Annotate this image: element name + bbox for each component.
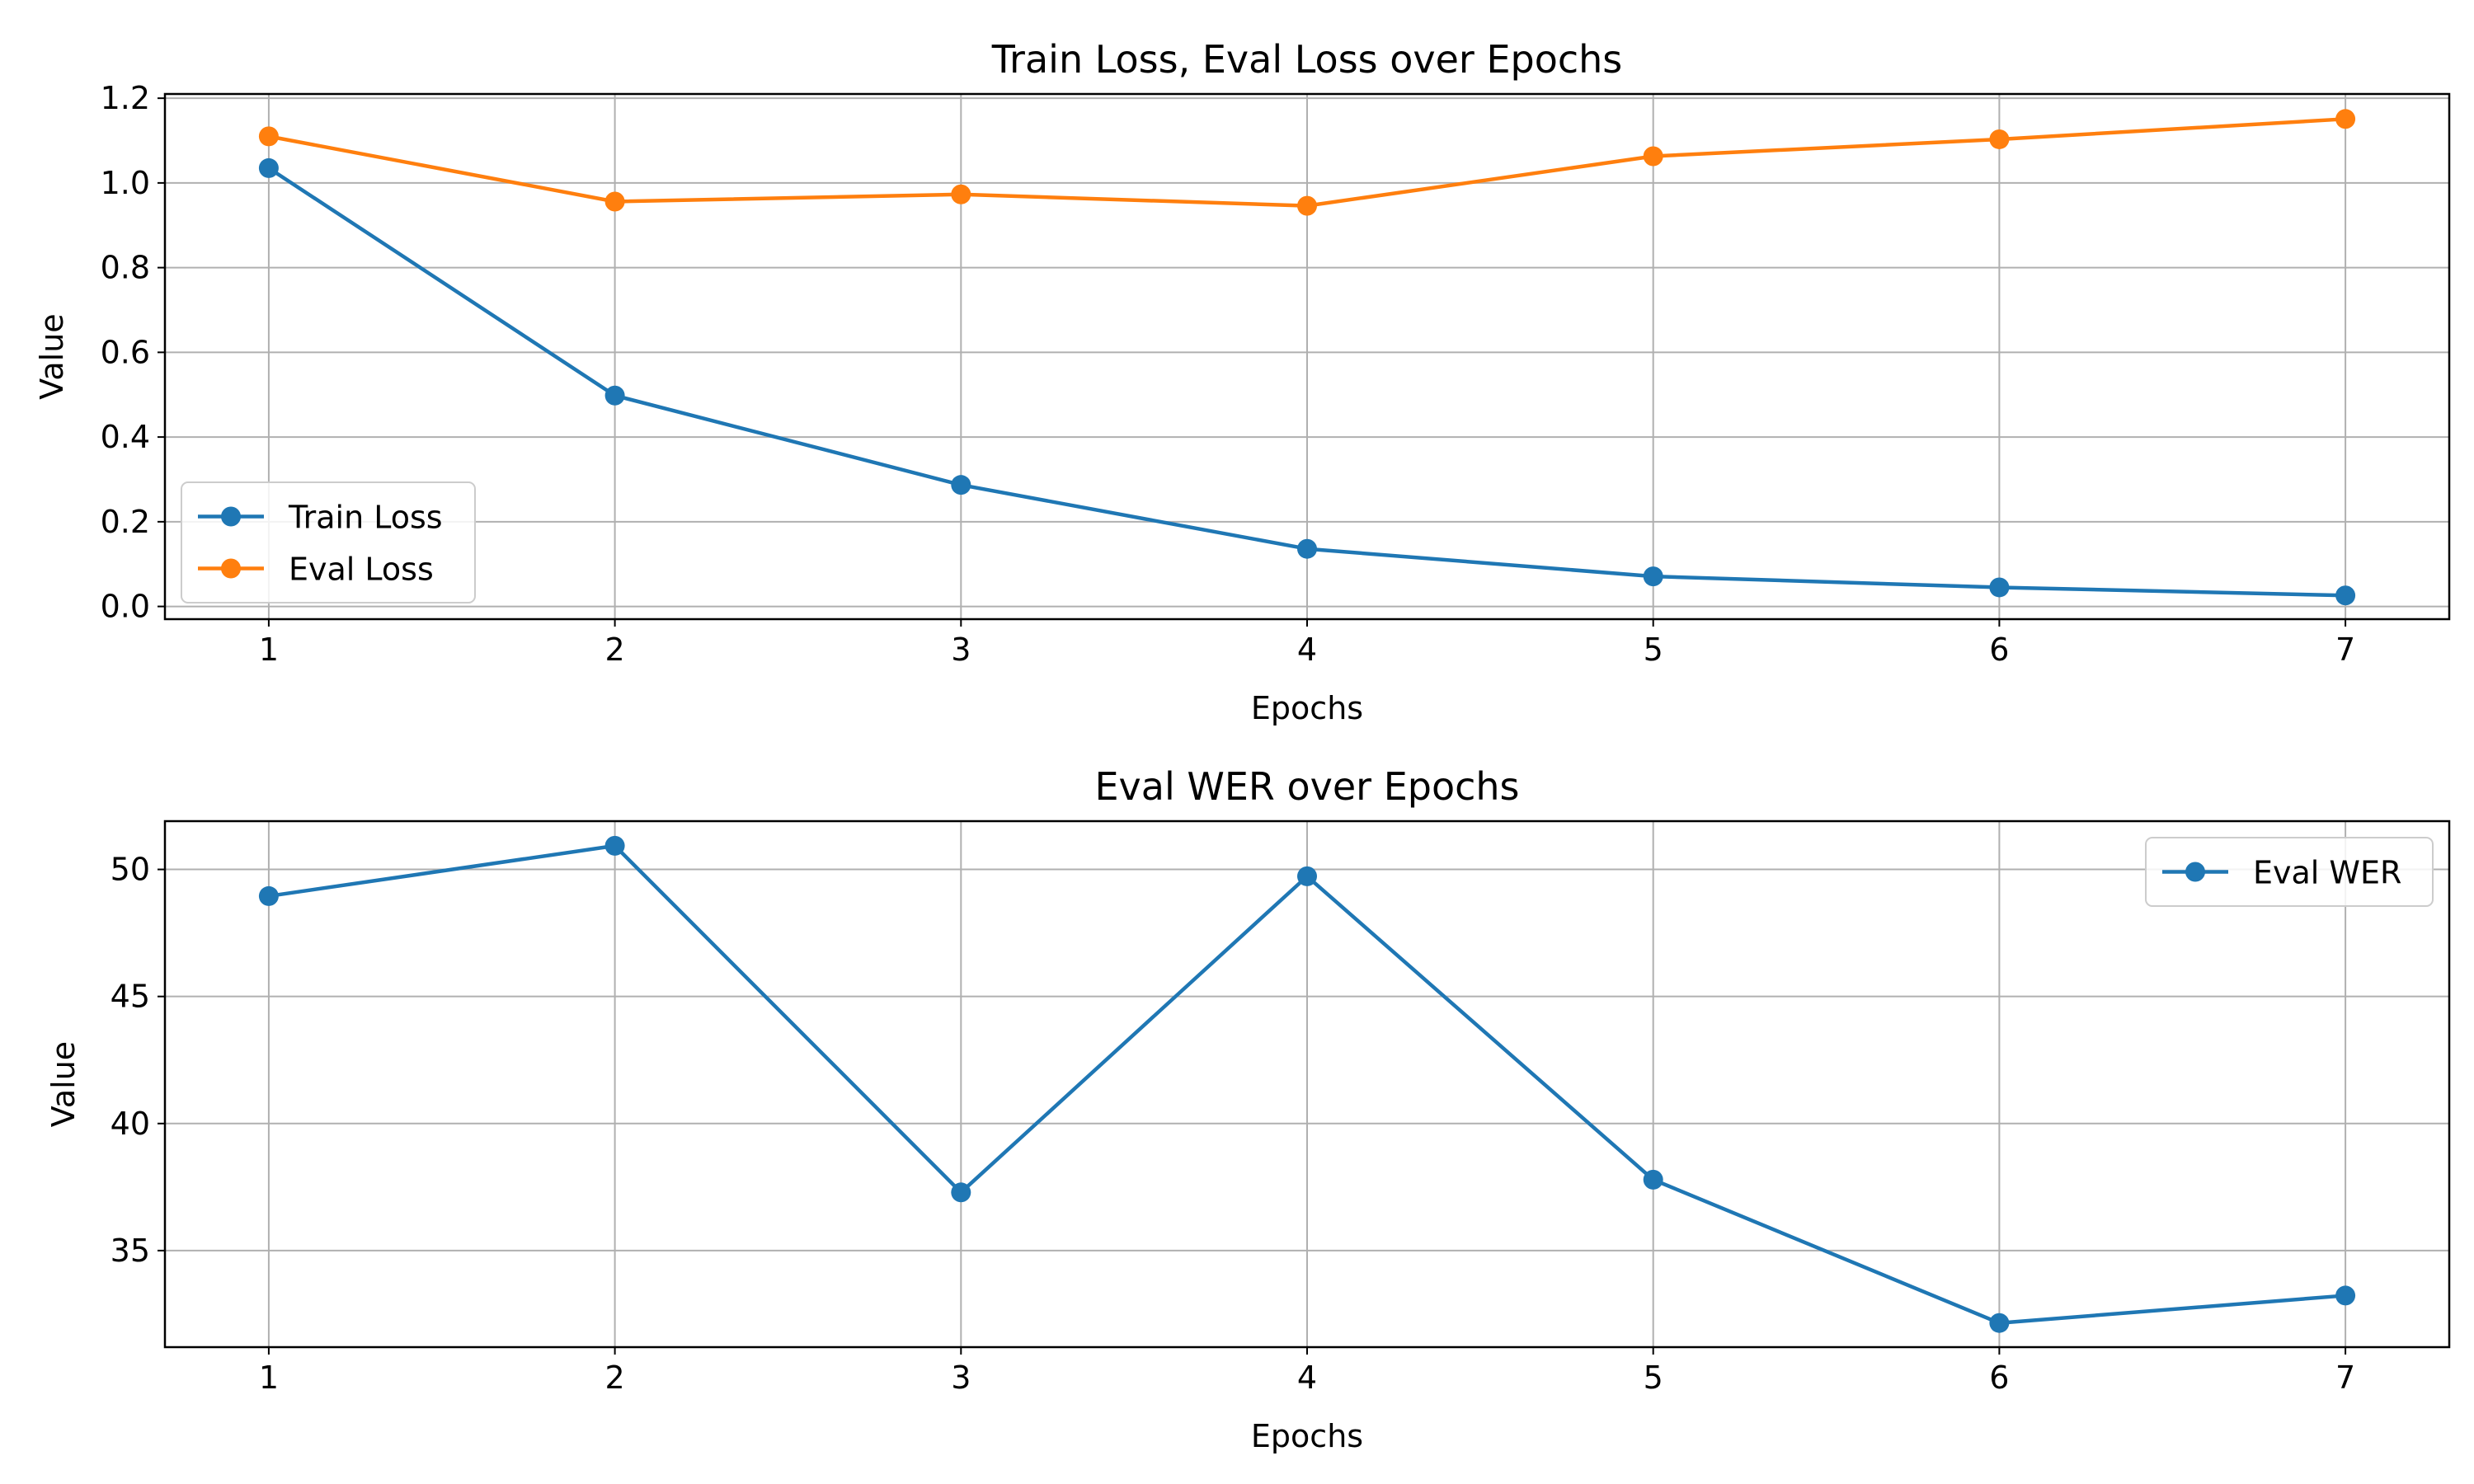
data-point (1989, 129, 2010, 149)
y-axis-label: Value (34, 313, 70, 399)
x-tick-label: 3 (951, 632, 971, 668)
data-point (1297, 538, 1317, 559)
axes-frame (163, 92, 2451, 621)
data-point (2335, 585, 2356, 606)
chart-title: Eval WER over Epochs (1094, 764, 1519, 809)
legend-box (2145, 837, 2434, 907)
x-axis-label: Epochs (1251, 1418, 1363, 1454)
data-point (1297, 866, 1317, 886)
data-point (1989, 1313, 2010, 1333)
data-point (1643, 146, 1663, 167)
legend-swatch-marker (2185, 862, 2205, 882)
y-tick-label: 0.6 (101, 334, 150, 370)
y-axis-label: Value (45, 1041, 82, 1127)
y-tick-label: 1.2 (101, 80, 150, 116)
x-tick-label: 5 (1644, 1360, 1663, 1396)
y-tick-label: 0.4 (101, 419, 150, 455)
data-point (951, 1182, 971, 1203)
data-point (2335, 1285, 2356, 1306)
y-tick-label: 35 (111, 1233, 150, 1269)
legend-label: Train Loss (288, 500, 443, 536)
x-tick-label: 2 (605, 1360, 625, 1396)
legend-swatch-marker (221, 506, 241, 527)
x-tick-label: 4 (1297, 632, 1317, 668)
y-tick-label: 45 (111, 979, 150, 1015)
chart-title: Train Loss, Eval Loss over Epochs (991, 37, 1623, 82)
data-point (1297, 195, 1317, 216)
x-tick-label: 7 (2335, 1360, 2355, 1396)
x-tick-label: 4 (1297, 1360, 1317, 1396)
data-point (258, 126, 279, 147)
y-tick-label: 50 (111, 852, 150, 888)
x-tick-label: 1 (259, 632, 279, 668)
chart-panel-1: 1 2 3 4 5 6 7 0.0 0.2 0.4 0.6 0.8 1.0 1.2 Train Loss, … (34, 37, 2451, 726)
legend-swatch-marker (221, 558, 241, 579)
data-point (604, 835, 625, 856)
x-tick-label: 2 (605, 632, 625, 668)
legend: Train Loss Eval Loss (181, 481, 476, 603)
legend-label: Eval WER (2253, 855, 2401, 891)
data-point (951, 475, 971, 495)
y-tick-label: 40 (111, 1106, 150, 1142)
x-tick-label: 6 (1989, 1360, 2009, 1396)
y-tick-label: 0.0 (101, 589, 150, 625)
x-tick-label: 1 (259, 1360, 279, 1396)
x-tick-label: 3 (951, 1360, 971, 1396)
y-tick-label: 1.0 (101, 165, 150, 201)
data-point (604, 191, 625, 212)
data-point (2335, 109, 2356, 129)
data-point (604, 385, 625, 406)
x-tick-label: 7 (2335, 632, 2355, 668)
y-tick-label: 0.8 (101, 250, 150, 286)
data-point (258, 885, 279, 906)
data-point (1643, 566, 1663, 587)
data-point (1989, 577, 2010, 598)
x-tick-label: 5 (1644, 632, 1663, 668)
legend-box (181, 481, 476, 603)
axes-frame (163, 819, 2451, 1349)
legend-label: Eval Loss (289, 552, 434, 588)
y-tick-label: 0.2 (101, 504, 150, 540)
data-point (1643, 1169, 1663, 1190)
data-point (951, 184, 971, 204)
x-axis-label: Epochs (1251, 690, 1363, 726)
data-point (258, 157, 279, 178)
legend: Eval WER (2145, 837, 2434, 907)
x-tick-label: 6 (1989, 632, 2009, 668)
